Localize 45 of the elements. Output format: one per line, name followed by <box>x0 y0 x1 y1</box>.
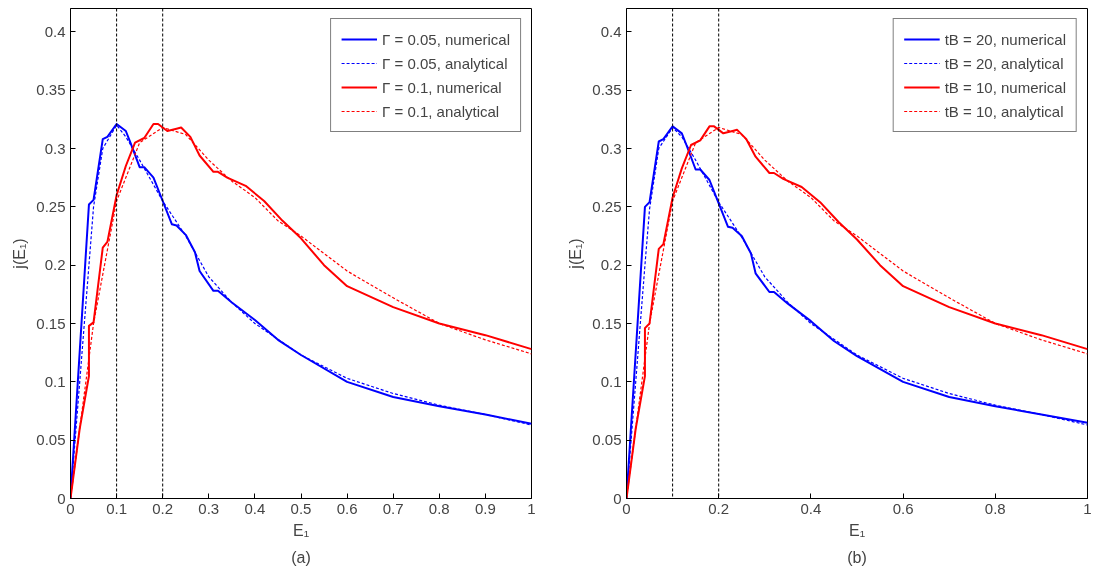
y-tick-label: 0.3 <box>600 139 622 157</box>
legend-label: Γ = 0.05, numerical <box>382 30 510 48</box>
y-tick-label: 0.15 <box>36 314 66 332</box>
legend-label: tB = 10, numerical <box>944 78 1066 96</box>
x-tick-label: 0.8 <box>984 499 1006 517</box>
y-tick-label: 0.2 <box>600 256 622 274</box>
y-tick-label: 0.05 <box>36 431 66 449</box>
legend-label: tB = 10, analytical <box>944 102 1064 120</box>
y-axis-title: j(E₁) <box>11 238 29 270</box>
x-tick-label: 0.4 <box>244 499 266 517</box>
y-tick-label: 0.2 <box>44 256 66 274</box>
y-tick-label: 0.4 <box>44 22 66 40</box>
y-tick-label: 0.35 <box>592 81 622 99</box>
legend-label: Γ = 0.05, analytical <box>382 54 508 72</box>
x-tick-label: 0.8 <box>428 499 450 517</box>
y-tick-label: 0.1 <box>600 372 622 390</box>
y-tick-label: 0.35 <box>36 81 66 99</box>
x-tick-label: 0.6 <box>892 499 914 517</box>
x-tick-label: 1 <box>1083 499 1092 517</box>
x-axis-title: E₁ <box>292 521 310 539</box>
y-tick-label: 0.1 <box>44 372 66 390</box>
y-tick-label: 0.3 <box>44 139 66 157</box>
x-tick-label: 0.5 <box>290 499 312 517</box>
legend-label: tB = 20, analytical <box>944 54 1064 72</box>
x-axis-title: E₁ <box>848 521 866 539</box>
y-tick-label: 0.05 <box>592 431 622 449</box>
x-tick-label: 0.3 <box>198 499 220 517</box>
x-tick-label: 0.2 <box>152 499 174 517</box>
x-tick-label: 0.9 <box>474 499 496 517</box>
y-axis-title: j(E₁) <box>567 238 585 270</box>
legend-label: Γ = 0.1, analytical <box>382 102 500 120</box>
y-tick-label: 0.15 <box>592 314 622 332</box>
y-tick-label: 0.25 <box>592 197 622 215</box>
x-tick-label: 1 <box>527 499 536 517</box>
text: (a) <box>291 548 311 566</box>
x-tick-label: 0.6 <box>336 499 358 517</box>
legend-label: Γ = 0.1, numerical <box>382 78 502 96</box>
y-tick-label: 0.4 <box>600 22 622 40</box>
text: (b) <box>847 548 867 566</box>
x-tick-label: 0.4 <box>800 499 822 517</box>
x-tick-label: 0.7 <box>382 499 404 517</box>
x-tick-label: 0.1 <box>106 499 128 517</box>
legend-label: tB = 20, numerical <box>944 30 1066 48</box>
x-tick-label: 0.2 <box>708 499 730 517</box>
y-tick-label: 0.25 <box>36 197 66 215</box>
